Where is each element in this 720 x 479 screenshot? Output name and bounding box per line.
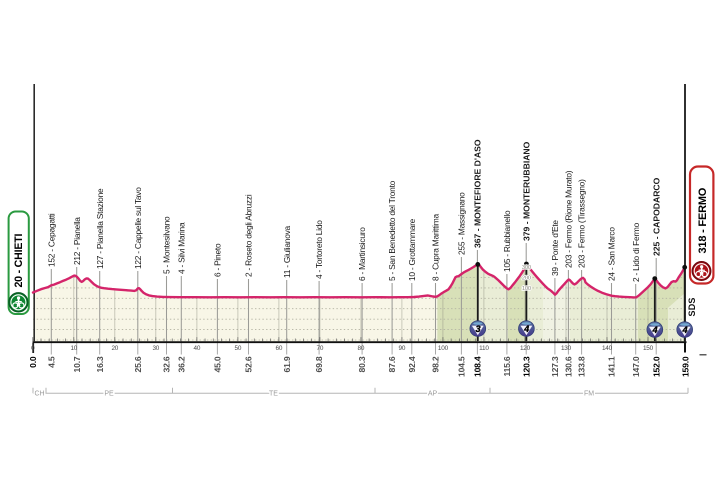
svg-text:4: 4	[681, 325, 687, 335]
svg-text:80.3: 80.3	[357, 356, 367, 372]
svg-text:45.0: 45.0	[213, 356, 223, 372]
svg-text:2 - Roseto degli Abruzzi: 2 - Roseto degli Abruzzi	[244, 194, 254, 277]
svg-text:0.0: 0.0	[28, 356, 38, 368]
svg-text:120: 120	[520, 345, 531, 352]
svg-text:SDS: SDS	[687, 297, 697, 316]
svg-text:147.0: 147.0	[631, 356, 641, 377]
svg-text:90: 90	[399, 345, 406, 352]
svg-text:255 - Massignano: 255 - Massignano	[457, 192, 467, 255]
svg-text:6 - Martinsicuro: 6 - Martinsicuro	[357, 227, 367, 281]
svg-text:4: 4	[652, 325, 658, 335]
svg-text:8 - Cupra Marittima: 8 - Cupra Marittima	[431, 213, 441, 281]
svg-text:20 - CHIETI: 20 - CHIETI	[13, 234, 25, 288]
svg-text:TE: TE	[269, 391, 278, 398]
svg-text:32.6: 32.6	[162, 356, 172, 372]
svg-text:98.2: 98.2	[431, 356, 441, 372]
svg-text:4.5: 4.5	[46, 356, 56, 368]
svg-text:203 - Fermo (Rione Murato): 203 - Fermo (Rione Murato)	[564, 170, 574, 268]
svg-text:50: 50	[235, 345, 242, 352]
svg-text:0: 0	[31, 345, 35, 352]
svg-text:CH: CH	[34, 391, 44, 398]
svg-text:PE: PE	[104, 391, 114, 398]
svg-text:5 - Montesilvano: 5 - Montesilvano	[162, 216, 172, 274]
svg-text:152 - Cepagatti: 152 - Cepagatti	[46, 213, 56, 267]
svg-text:5 - San Benedetto del Tronto: 5 - San Benedetto del Tronto	[387, 180, 397, 281]
svg-text:300: 300	[522, 265, 531, 271]
svg-text:87.6: 87.6	[387, 356, 397, 372]
svg-text:52.6: 52.6	[244, 356, 254, 372]
svg-text:120.3: 120.3	[521, 356, 531, 377]
svg-text:127 - Pianella Stazione: 127 - Pianella Stazione	[95, 188, 105, 269]
svg-text:152.0: 152.0	[651, 356, 661, 377]
svg-text:105 - Rubbianello: 105 - Rubbianello	[502, 210, 512, 272]
svg-text:80: 80	[358, 345, 365, 352]
svg-text:318 - FERMO: 318 - FERMO	[697, 187, 709, 253]
svg-text:4: 4	[523, 324, 529, 334]
svg-text:39 - Ponte d'Ete: 39 - Ponte d'Ete	[550, 220, 560, 276]
svg-text:130.6: 130.6	[564, 356, 574, 377]
svg-text:6 - Pineto: 6 - Pineto	[213, 243, 223, 277]
svg-text:3: 3	[476, 324, 481, 334]
svg-text:10: 10	[70, 345, 77, 352]
svg-text:110: 110	[479, 345, 489, 352]
svg-text:100: 100	[438, 345, 449, 352]
svg-text:141.1: 141.1	[607, 356, 617, 377]
svg-text:379 - MONTERUBBIANO: 379 - MONTERUBBIANO	[521, 141, 531, 241]
svg-text:140: 140	[602, 345, 613, 352]
svg-text:133.8: 133.8	[577, 356, 587, 377]
svg-text:115.6: 115.6	[502, 356, 512, 376]
svg-text:104.5: 104.5	[457, 356, 467, 377]
svg-text:200: 200	[522, 276, 531, 282]
svg-text:69.8: 69.8	[314, 356, 324, 372]
svg-text:159.0: 159.0	[680, 356, 690, 377]
svg-text:11 - Giulianova: 11 - Giulianova	[282, 225, 292, 278]
svg-text:FM: FM	[584, 391, 594, 398]
svg-text:92.4: 92.4	[407, 356, 417, 372]
svg-text:212 - Pianella: 212 - Pianella	[72, 217, 82, 265]
svg-text:150: 150	[643, 345, 654, 352]
svg-text:AP: AP	[428, 391, 438, 398]
svg-text:108.4: 108.4	[473, 356, 483, 377]
svg-text:4 - Tortoreto Lido: 4 - Tortoreto Lido	[314, 220, 324, 279]
svg-text:367 - MONTEFIORE D'ASO: 367 - MONTEFIORE D'ASO	[473, 139, 483, 248]
svg-text:127.3: 127.3	[550, 356, 560, 377]
svg-text:203 - Fermo (Tirassegno): 203 - Fermo (Tirassegno)	[577, 179, 587, 268]
svg-text:20: 20	[111, 345, 118, 352]
svg-text:100: 100	[522, 286, 531, 292]
svg-text:61.9: 61.9	[282, 356, 292, 372]
svg-text:16.3: 16.3	[95, 356, 105, 372]
svg-text:24 - San Marco: 24 - San Marco	[607, 227, 617, 281]
svg-text:10.7: 10.7	[72, 356, 82, 372]
svg-text:2 - Lido di Fermo: 2 - Lido di Fermo	[631, 222, 641, 282]
svg-text:25.6: 25.6	[133, 356, 143, 372]
svg-text:70: 70	[317, 345, 324, 352]
svg-text:30: 30	[152, 345, 159, 352]
svg-text:10 - Grottammare: 10 - Grottammare	[407, 218, 417, 281]
svg-text:36.2: 36.2	[176, 356, 186, 372]
svg-text:225 - CAPODARCO: 225 - CAPODARCO	[651, 177, 661, 256]
svg-text:60: 60	[276, 345, 283, 352]
svg-text:130: 130	[561, 345, 572, 352]
svg-text:40: 40	[194, 345, 201, 352]
svg-text:4 - Silvi Marina: 4 - Silvi Marina	[176, 222, 186, 274]
svg-text:122 - Cappelle sul Tavo: 122 - Cappelle sul Tavo	[133, 187, 143, 269]
